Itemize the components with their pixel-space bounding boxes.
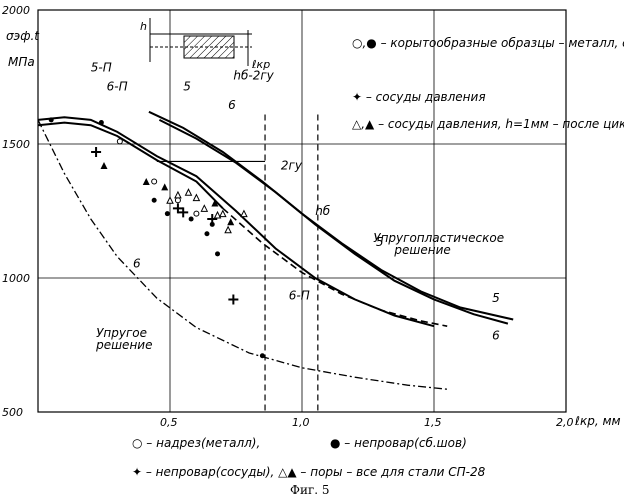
point-filled-circle-5 <box>209 221 215 227</box>
annotation-0: hб-2гу <box>233 69 274 83</box>
series-layer <box>37 110 514 412</box>
series-curve-6-P <box>37 121 224 210</box>
point-filled-triangle-1 <box>142 178 150 186</box>
bottom-legend-filled: ● – непровар(сб.шов) <box>330 436 467 450</box>
point-filled-circle-2 <box>151 197 157 203</box>
point-filled-circle-0 <box>48 117 54 123</box>
x-axis-title: ℓкр, мм <box>574 414 621 428</box>
y-axis-title: σэф.t <box>6 29 40 43</box>
curve-label-0: 5-П <box>91 61 112 75</box>
annotation-2: hб <box>315 204 331 218</box>
curve-label-7: 5 <box>492 291 500 305</box>
point-cross-3 <box>207 214 218 225</box>
point-filled-triangle-3 <box>211 199 219 207</box>
annotation-6: решение <box>95 338 152 352</box>
point-filled-circle-7 <box>204 231 210 237</box>
point-cross-2 <box>178 207 189 218</box>
x-tick-label-3: 2,0 <box>556 416 574 429</box>
y-axis-unit: МПа <box>8 55 35 69</box>
series-curve-6 <box>148 110 514 321</box>
figure-caption: Фиг. 5 <box>290 483 330 497</box>
point-filled-circle-3 <box>164 211 170 217</box>
points-layer <box>48 117 265 359</box>
x-tick-label-2: 1,5 <box>424 416 442 429</box>
y-tick-label-0: 500 <box>2 406 23 419</box>
y-tick-label-3: 2000 <box>2 4 30 17</box>
point-filled-circle-1 <box>98 120 104 126</box>
axes: 0,5 1,0 1,5 2,0 500 1000 1500 2000 <box>2 4 574 429</box>
point-open-circle-1 <box>151 178 158 185</box>
bottom-legend-open: ○ – надрез(металл), <box>132 436 260 450</box>
point-open-triangle-4 <box>200 204 209 212</box>
curve-label-6: 6-П <box>289 288 310 302</box>
curve-label-1: 6-П <box>107 79 128 93</box>
inset-schematic: h ℓкр <box>140 18 270 71</box>
legend-entry-2: ✦ – сосуды давления <box>352 90 486 104</box>
labels-layer: 5-П 6-П 5 6 6 5 6-П 5 6 hб-2гу 2гу hб Упругопластиче… <box>91 61 504 352</box>
inset-label-h: h <box>140 20 147 33</box>
point-open-circle-0 <box>116 138 123 145</box>
curve-label-8: 6 <box>492 329 500 343</box>
point-open-circle-3 <box>193 210 200 217</box>
point-filled-triangle-2 <box>161 183 169 191</box>
curve-label-2: 5 <box>183 79 191 93</box>
point-filled-circle-6 <box>215 251 221 257</box>
point-open-triangle-0 <box>166 196 174 204</box>
point-open-triangle-1 <box>174 190 182 199</box>
point-open-triangle-3 <box>192 193 201 202</box>
point-open-circle-2 <box>174 197 181 204</box>
inset-label-lkr: ℓкр <box>251 58 270 71</box>
point-open-triangle-8 <box>240 209 248 218</box>
curve-label-4: 6 <box>133 256 141 270</box>
grid-lines <box>38 10 567 412</box>
point-filled-triangle-4 <box>227 218 235 226</box>
point-cross-4 <box>228 294 239 305</box>
point-filled-circle-4 <box>188 216 194 222</box>
annotation-4: решение <box>393 243 450 257</box>
point-open-triangle-2 <box>184 188 193 196</box>
y-tick-label-1: 1000 <box>2 272 30 285</box>
annotation-3: Упругопластическое <box>373 231 504 245</box>
legend-entry-3: △,▲ – сосуды давления, h=1мм – после цик… <box>352 117 624 131</box>
point-open-triangle-5 <box>213 210 222 219</box>
annotation-1: 2гу <box>281 158 303 172</box>
series-elastic-solution <box>37 119 448 390</box>
point-filled-triangle-0 <box>100 161 108 169</box>
series-curve-5-P <box>37 116 435 328</box>
point-open-triangle-6 <box>218 209 227 218</box>
curve-label-5: 5 <box>376 235 384 249</box>
legend-entry-1: ○,● – корытообразные образцы – металл, с… <box>352 36 624 50</box>
point-open-triangle-7 <box>224 225 232 234</box>
bottom-legend-line2: ✦ – непровар(сосуды), △▲ – поры – все дл… <box>132 465 486 479</box>
x-tick-label-0: 0,5 <box>160 416 178 429</box>
series-curve-6-P-dashed <box>222 207 448 327</box>
point-filled-circle-8 <box>259 353 265 359</box>
point-cross-1 <box>172 203 183 214</box>
curve-label-3: 6 <box>228 98 236 112</box>
annotation-5: Упругое <box>96 326 147 340</box>
point-cross-0 <box>91 147 102 158</box>
legend: ○,● – корытообразные образцы – металл, с… <box>352 36 624 131</box>
x-tick-label-1: 1,0 <box>292 416 310 429</box>
y-tick-label-2: 1500 <box>2 138 30 151</box>
